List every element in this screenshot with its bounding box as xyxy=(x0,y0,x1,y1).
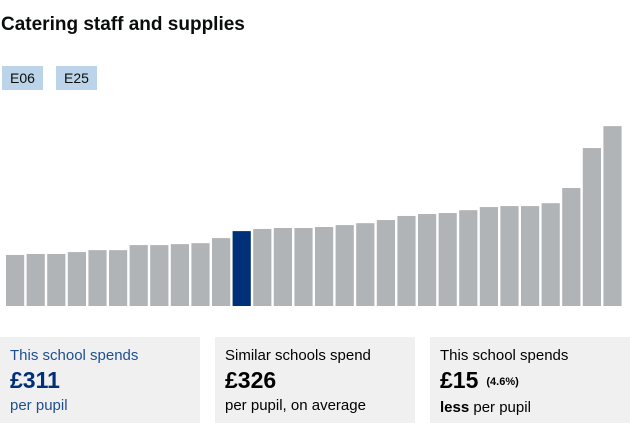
bar xyxy=(191,243,210,306)
school-spend-card: This school spends £311 per pupil xyxy=(0,337,200,423)
difference-card: This school spends £15 (4.6%) less per pu… xyxy=(430,337,630,423)
card-label: Similar schools spend xyxy=(225,347,371,364)
tag-e25: E25 xyxy=(56,66,97,90)
card-label: This school spends xyxy=(10,347,139,364)
bar xyxy=(562,188,581,306)
bar xyxy=(109,250,128,306)
bar-this-school xyxy=(232,231,251,306)
card-value: £326 xyxy=(225,367,277,393)
card-sub: per pupil, on average xyxy=(225,397,366,414)
bar xyxy=(47,253,66,306)
bar xyxy=(335,225,354,306)
bar xyxy=(603,126,622,306)
bar xyxy=(459,210,478,306)
bar xyxy=(438,213,457,306)
bar xyxy=(582,148,601,306)
card-value: £15 xyxy=(440,367,479,393)
bar xyxy=(500,206,519,306)
bar xyxy=(541,203,560,306)
similar-spend-card: Similar schools spend £326 per pupil, on… xyxy=(215,337,415,423)
chart-title: Catering staff and supplies xyxy=(1,14,245,35)
bar xyxy=(67,252,86,306)
card-sub: per pupil xyxy=(10,397,68,414)
bar xyxy=(521,206,540,306)
bar xyxy=(294,227,313,306)
bar xyxy=(253,228,272,306)
bar xyxy=(315,227,334,306)
bar xyxy=(397,215,416,306)
card-sub-bold: less xyxy=(440,398,470,416)
bar xyxy=(356,223,375,306)
bar xyxy=(479,207,498,306)
bar xyxy=(129,245,148,306)
bar xyxy=(212,238,231,306)
card-value: £311 xyxy=(10,367,60,393)
bar xyxy=(273,227,292,306)
bar xyxy=(26,253,45,306)
bar xyxy=(88,250,107,306)
card-label: This school spends xyxy=(440,347,569,364)
bar xyxy=(418,214,437,306)
tag-e06: E06 xyxy=(2,66,43,90)
bar-chart xyxy=(6,126,622,306)
bar xyxy=(170,244,189,306)
bar xyxy=(376,220,395,306)
card-percent: (4.6%) xyxy=(486,375,519,388)
bar xyxy=(150,245,169,306)
card-sub: per pupil xyxy=(469,398,531,416)
bar xyxy=(6,254,25,306)
